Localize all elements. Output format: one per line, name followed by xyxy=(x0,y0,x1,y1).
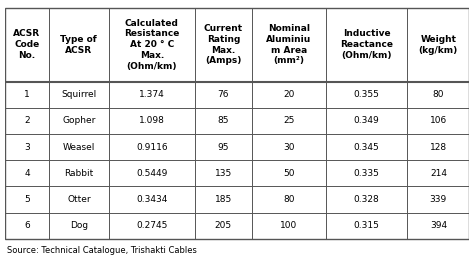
Text: 135: 135 xyxy=(215,169,232,178)
Text: Nominal
Aluminiu
m Area
(mm²): Nominal Aluminiu m Area (mm²) xyxy=(266,24,311,65)
Text: 0.3434: 0.3434 xyxy=(136,195,167,204)
Text: 2: 2 xyxy=(24,117,30,125)
Text: 0.345: 0.345 xyxy=(354,143,380,152)
Text: Squirrel: Squirrel xyxy=(61,90,97,99)
Text: 128: 128 xyxy=(430,143,447,152)
Text: 1.374: 1.374 xyxy=(139,90,164,99)
Text: Current
Rating
Max.
(Amps): Current Rating Max. (Amps) xyxy=(204,24,243,65)
Text: 80: 80 xyxy=(283,195,295,204)
Text: 214: 214 xyxy=(430,169,447,178)
Text: 76: 76 xyxy=(218,90,229,99)
Text: 0.5449: 0.5449 xyxy=(136,169,167,178)
Text: Weasel: Weasel xyxy=(63,143,95,152)
Text: 0.335: 0.335 xyxy=(354,169,380,178)
Text: 0.2745: 0.2745 xyxy=(136,221,167,230)
Text: 0.328: 0.328 xyxy=(354,195,380,204)
Text: 50: 50 xyxy=(283,169,295,178)
Text: 5: 5 xyxy=(24,195,30,204)
Text: 0.355: 0.355 xyxy=(354,90,380,99)
Text: Calculated
Resistance
At 20 ° C
Max.
(Ohm/km): Calculated Resistance At 20 ° C Max. (Oh… xyxy=(124,19,180,71)
Text: Rabbit: Rabbit xyxy=(64,169,93,178)
Text: 6: 6 xyxy=(24,221,30,230)
Text: 205: 205 xyxy=(215,221,232,230)
Text: 0.9116: 0.9116 xyxy=(136,143,168,152)
Text: 106: 106 xyxy=(430,117,447,125)
Text: 20: 20 xyxy=(283,90,294,99)
Text: 185: 185 xyxy=(215,195,232,204)
Text: 30: 30 xyxy=(283,143,295,152)
Text: 394: 394 xyxy=(430,221,447,230)
Text: 100: 100 xyxy=(280,221,298,230)
Text: 339: 339 xyxy=(430,195,447,204)
Text: Type of
ACSR: Type of ACSR xyxy=(61,35,97,54)
Text: 80: 80 xyxy=(433,90,444,99)
Text: 1.098: 1.098 xyxy=(139,117,164,125)
Text: 95: 95 xyxy=(218,143,229,152)
Text: Source: Technical Catalogue, Trishakti Cables: Source: Technical Catalogue, Trishakti C… xyxy=(7,246,197,255)
Text: Inductive
Reactance
(Ohm/km): Inductive Reactance (Ohm/km) xyxy=(340,30,393,60)
Text: 3: 3 xyxy=(24,143,30,152)
Text: 4: 4 xyxy=(24,169,30,178)
Text: Otter: Otter xyxy=(67,195,91,204)
Text: Gopher: Gopher xyxy=(62,117,96,125)
Text: 85: 85 xyxy=(218,117,229,125)
Text: ACSR
Code
No.: ACSR Code No. xyxy=(13,30,41,60)
Text: 0.349: 0.349 xyxy=(354,117,380,125)
Text: 1: 1 xyxy=(24,90,30,99)
Text: 0.315: 0.315 xyxy=(354,221,380,230)
Text: 25: 25 xyxy=(283,117,294,125)
Text: Dog: Dog xyxy=(70,221,88,230)
Text: Weight
(kg/km): Weight (kg/km) xyxy=(419,35,458,54)
